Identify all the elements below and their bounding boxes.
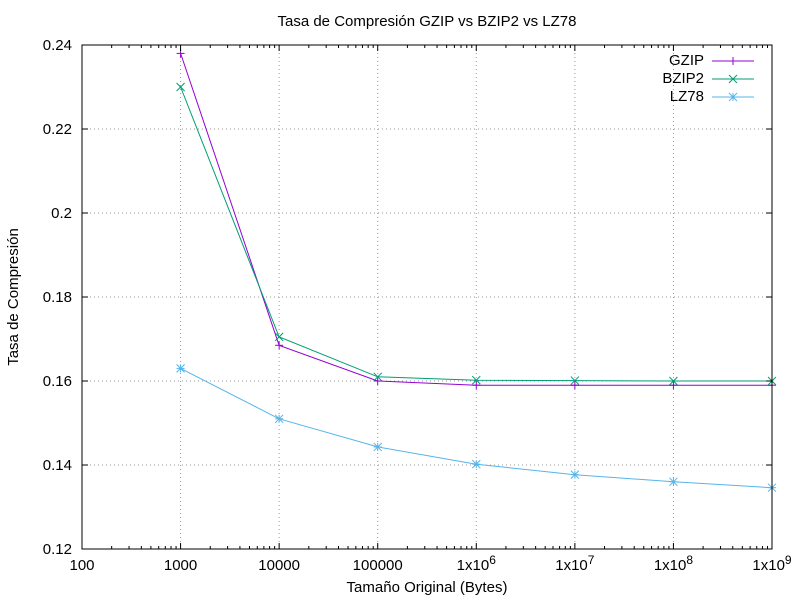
tick-layer: 100 1000 10000 100000 1x106 1x107 1x108 1x109 0.… bbox=[43, 37, 792, 574]
data-point bbox=[274, 332, 284, 342]
x-tick-label: 100000 bbox=[353, 557, 403, 574]
series-bzip2 bbox=[176, 82, 777, 386]
chart-title: Tasa de Compresión GZIP vs BZIP2 vs LZ78 bbox=[277, 13, 576, 30]
data-point bbox=[728, 74, 738, 84]
data-point bbox=[728, 92, 738, 102]
legend-item: GZIP bbox=[669, 52, 754, 69]
y-tick-label: 0.24 bbox=[43, 37, 72, 54]
y-tick-label: 0.18 bbox=[43, 289, 72, 306]
legend-label: LZ78 bbox=[670, 88, 704, 105]
y-tick-label: 0.22 bbox=[43, 121, 72, 138]
y-tick-label: 0.14 bbox=[43, 457, 72, 474]
data-point bbox=[471, 375, 481, 385]
y-tick-label: 0.2 bbox=[51, 205, 72, 222]
data-point bbox=[570, 376, 580, 385]
data-point bbox=[373, 377, 382, 385]
legend-item: LZ78 bbox=[670, 88, 754, 105]
x-tick-label: 1000 bbox=[164, 557, 197, 574]
data-point bbox=[729, 57, 737, 65]
x-tick-label: 10000 bbox=[258, 557, 300, 574]
data-point bbox=[570, 470, 580, 480]
data-point bbox=[570, 381, 579, 390]
data-point bbox=[472, 381, 481, 390]
x-tick-label: 1x107 bbox=[555, 553, 595, 574]
legend-label: GZIP bbox=[669, 52, 704, 69]
series-layer bbox=[176, 49, 777, 493]
data-point bbox=[275, 341, 284, 350]
x-axis-label: Tamaño Original (Bytes) bbox=[347, 579, 508, 596]
data-point bbox=[274, 414, 284, 424]
x-tick-label: 1x109 bbox=[752, 553, 792, 574]
data-point bbox=[471, 459, 481, 469]
y-axis-label: Tasa de Compresión bbox=[5, 228, 22, 366]
data-point bbox=[176, 364, 185, 373]
y-tick-label: 0.12 bbox=[43, 541, 72, 558]
y-tick-label: 0.16 bbox=[43, 373, 72, 390]
data-point bbox=[176, 82, 185, 92]
data-point bbox=[373, 442, 383, 452]
data-point bbox=[669, 477, 678, 487]
legend-label: BZIP2 bbox=[662, 70, 704, 87]
series-lz78 bbox=[176, 364, 777, 493]
data-point bbox=[373, 372, 383, 382]
data-point bbox=[669, 381, 678, 390]
legend-item: BZIP2 bbox=[662, 70, 754, 87]
data-point bbox=[669, 376, 678, 386]
x-tick-label: 1x106 bbox=[457, 553, 497, 574]
grid-layer bbox=[82, 45, 772, 549]
x-tick-label: 100 bbox=[69, 557, 94, 574]
x-tick-label: 1x108 bbox=[654, 553, 694, 574]
